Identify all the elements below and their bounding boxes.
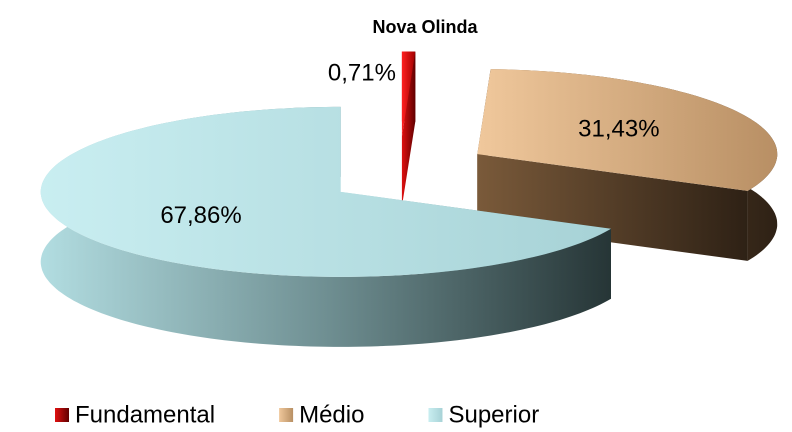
data-label: 31,43%: [578, 115, 659, 142]
slice: [401, 51, 416, 137]
chart-title: Nova Olinda: [372, 17, 478, 37]
legend-label: Fundamental: [75, 401, 215, 428]
slice: [477, 69, 778, 191]
legend-swatch: [55, 408, 69, 422]
legend-swatch: [279, 408, 294, 422]
data-label: 67,86%: [160, 202, 241, 229]
legend-label: Superior: [448, 401, 539, 428]
slice: [40, 106, 611, 277]
data-label: 0,71%: [328, 59, 396, 86]
slice-side: [477, 154, 748, 261]
legend-swatch: [428, 408, 443, 422]
legend-label: Médio: [299, 401, 364, 428]
